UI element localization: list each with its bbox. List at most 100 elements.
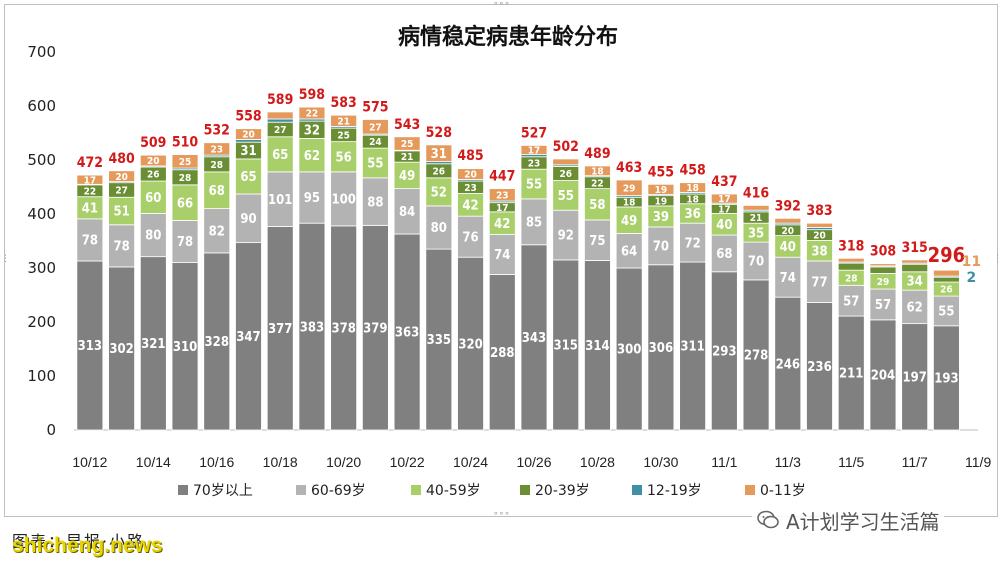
data-label: 65 [240,170,256,185]
bar-segment [774,296,802,431]
total-label: 575 [362,100,388,116]
data-label: 32 [304,123,320,138]
data-label: 26 [940,285,953,296]
data-label: 24 [369,137,382,148]
data-label: 20 [813,231,826,242]
bar-segment [933,269,960,277]
data-label: 246 [776,357,800,372]
data-label: 22 [591,178,604,189]
x-tick-label: 10/18 [263,454,298,470]
x-tick-label: 11/3 [775,454,801,470]
data-label: 17 [528,146,541,157]
data-label: 313 [78,339,102,354]
bar-segment [933,295,960,327]
data-label: 17 [718,194,731,205]
bar-segment [520,168,548,200]
bar-segment [869,266,897,274]
bar-segment [425,177,453,207]
data-label: 62 [304,149,320,164]
data-label: 49 [621,214,637,229]
bar-segment [298,106,326,120]
data-label: 379 [363,321,387,336]
bar-segment [901,263,929,273]
bar-segment [108,224,135,268]
data-label: 57 [843,294,859,309]
resize-handle-right[interactable]: ⋮ [993,254,1002,264]
data-label: 347 [236,330,260,345]
data-label: 60 [145,191,161,206]
caption: 图表：早报·小路 [12,532,146,551]
resize-handle-left[interactable]: ⋮ [1,254,10,264]
legend-swatch [520,485,530,495]
data-label: 306 [649,341,673,356]
data-label: 68 [716,247,732,262]
bar-segment [393,188,421,235]
bar-segment [615,179,643,197]
data-label: 236 [807,360,831,375]
bar-segment [647,226,675,266]
bar-segment [330,114,358,127]
total-label: 509 [140,135,166,151]
data-label: 18 [686,183,699,194]
data-label: 363 [395,326,419,341]
bar-segment [615,267,643,431]
data-label: 74 [780,271,796,286]
bar-segment [742,204,770,211]
data-label: 76 [462,230,478,245]
data-label: 80 [145,229,161,244]
data-label: 23 [210,145,223,156]
data-label: 20 [115,172,128,183]
total-label: 463 [616,160,642,176]
data-label: 320 [458,337,482,352]
legend-label: 20-39岁 [535,483,590,499]
y-tick-label: 400 [27,205,56,223]
data-label: 17 [496,203,509,214]
legend-swatch [632,485,642,495]
bar-segment [330,225,358,431]
bar-segment [869,288,897,321]
bar-segment [584,260,611,431]
total-label: 502 [553,139,579,155]
data-label: 20 [147,156,160,167]
data-label: 92 [558,229,574,244]
data-label: 25 [179,157,192,168]
data-label: 26 [147,170,160,181]
x-tick-label: 10/12 [72,454,107,470]
x-tick-label: 10/22 [390,454,425,470]
bar-segment [266,136,294,173]
data-label: 31 [240,144,256,159]
y-tick-label: 600 [27,97,56,115]
data-label: 78 [82,234,98,249]
total-label: 543 [394,117,420,133]
data-label: 72 [684,236,700,251]
bar-segment [552,180,580,211]
bar-segment [933,325,960,431]
bar-segment [837,257,865,263]
legend-swatch [296,485,306,495]
data-label: 28 [179,173,192,184]
data-label: 55 [526,178,542,193]
bar-segment [552,259,580,431]
data-label: 211 [839,367,863,382]
bar-segment [647,183,675,195]
total-label: 296 [928,243,966,267]
bar-segment [901,259,929,264]
bar-segment [901,289,929,325]
bar-segment [520,145,548,155]
data-label: 84 [399,205,415,220]
data-label: 23 [496,190,509,201]
data-label: 40 [780,240,796,255]
bar-segment [298,171,326,224]
resize-handle-top[interactable]: ∘∘∘ [493,0,510,9]
data-label: 310 [173,340,197,355]
data-label: 193 [934,372,958,387]
bar-segment [933,276,960,283]
data-label: 21 [401,152,414,163]
data-label: 343 [522,331,546,346]
total-label: 598 [299,87,325,103]
bar-segment [361,224,389,431]
data-label: 66 [177,196,193,211]
bar-segment [647,264,675,431]
resize-handle-bottom[interactable]: ∘∘∘ [493,509,510,519]
